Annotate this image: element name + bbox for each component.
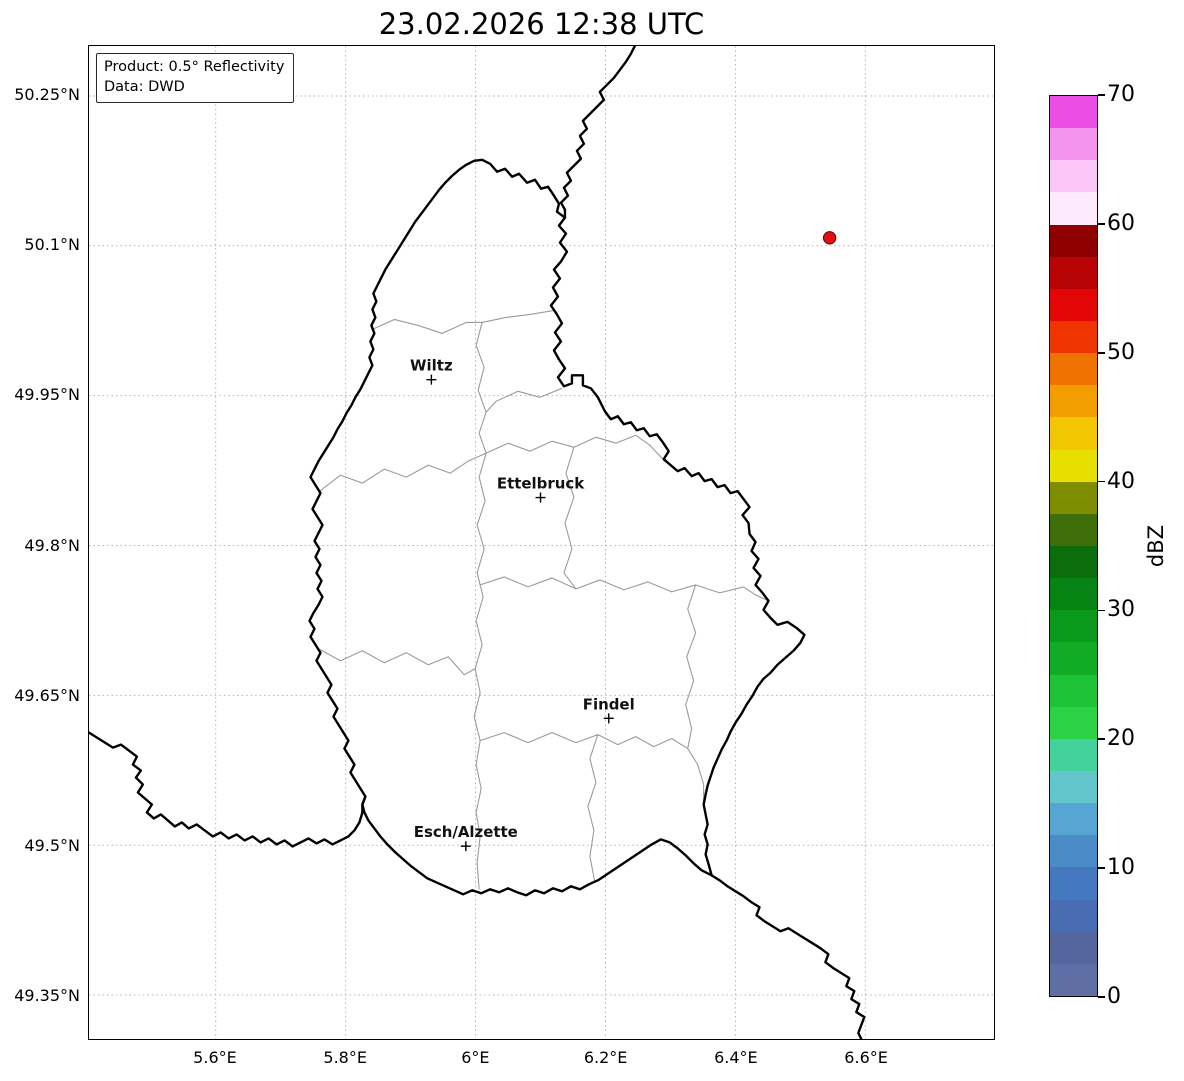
- product-line: Product: 0.5° Reflectivity: [104, 59, 285, 75]
- canton-border: [318, 309, 769, 890]
- colorbar-segment: [1050, 160, 1097, 193]
- map-plot: Wiltz Ettelbruck Findel Esch/Alzette Produc…: [88, 45, 995, 1040]
- longitude-tick-label: 5.6°E: [193, 1048, 237, 1067]
- colorbar-tick: [1098, 94, 1105, 96]
- colorbar-tick-label: 10: [1107, 855, 1135, 881]
- colorbar-segment: [1050, 867, 1097, 900]
- longitude-tick-label: 5.8°E: [323, 1048, 367, 1067]
- colorbar-tick: [1098, 351, 1105, 354]
- colorbar-segment: [1050, 449, 1097, 482]
- city-marker: [460, 841, 471, 852]
- longitude-tick-label: 6°E: [461, 1048, 490, 1067]
- colorbar-tick-label: 50: [1107, 339, 1135, 365]
- city-label: Findel: [583, 695, 635, 713]
- radar-echo-dot: [822, 231, 837, 245]
- colorbar-segment: [1050, 320, 1097, 354]
- longitude-tick-label: 6.6°E: [844, 1048, 888, 1067]
- city-label: Ettelbruck: [497, 475, 585, 493]
- city-label: Wiltz: [410, 357, 453, 375]
- longitude-tick-label: 6.4°E: [714, 1048, 758, 1067]
- colorbar-tick-label: 60: [1107, 210, 1135, 236]
- colorbar-segment: [1050, 899, 1097, 932]
- city-marker: [603, 713, 614, 724]
- colorbar-tick: [1098, 996, 1105, 998]
- country-borders-layer: [89, 46, 866, 1039]
- colorbar: [1049, 95, 1098, 997]
- colorbar-segment: [1050, 706, 1097, 739]
- colorbar-segment: [1050, 288, 1097, 321]
- data-source-line: Data: DWD: [104, 79, 185, 95]
- colorbar-segment: [1050, 803, 1097, 836]
- colorbar-segment: [1050, 256, 1097, 289]
- gridlines-layer: [89, 46, 994, 1039]
- colorbar-segment: [1050, 931, 1097, 964]
- canton-borders-layer: [318, 309, 769, 890]
- latitude-tick-label: 49.35°N: [14, 985, 80, 1005]
- colorbar-segment: [1050, 96, 1097, 129]
- colorbar-tick: [1098, 480, 1105, 483]
- colorbar-segment: [1050, 610, 1097, 643]
- radar-echo-layer: [822, 231, 837, 245]
- colorbar-segment: [1050, 545, 1097, 579]
- longitude-tick-label: 6.2°E: [583, 1048, 628, 1067]
- belgium-germany-border: [559, 46, 636, 219]
- colorbar-label: dBZ: [1144, 524, 1168, 568]
- colorbar-segment: [1050, 481, 1097, 514]
- latitude-tick-label: 50.1°N: [24, 235, 80, 255]
- colorbar-tick-label: 30: [1107, 597, 1135, 623]
- latitude-tick-label: 49.5°N: [24, 835, 80, 855]
- colorbar-segment: [1050, 963, 1097, 996]
- france-belgium-border: [89, 731, 367, 848]
- colorbar-tick: [1098, 867, 1105, 869]
- colorbar-tick-label: 20: [1107, 726, 1135, 752]
- colorbar-segment: [1050, 770, 1097, 804]
- colorbar-tick-label: 70: [1107, 82, 1135, 107]
- colorbar-tick: [1098, 223, 1105, 225]
- cities-layer: Wiltz Ettelbruck Findel Esch/Alzette: [410, 357, 635, 852]
- figure-title: 23.02.2026 12:38 UTC: [378, 7, 705, 41]
- map-canvas: Wiltz Ettelbruck Findel Esch/Alzette: [89, 46, 994, 1039]
- colorbar-segment: [1050, 835, 1097, 868]
- colorbar-segment: [1050, 353, 1097, 386]
- latitude-tick-label: 50.25°N: [14, 85, 80, 105]
- colorbar-segment: [1050, 738, 1097, 771]
- luxembourg-border: [308, 158, 806, 897]
- city-label: Esch/Alzette: [414, 823, 518, 841]
- france-germany-border: [710, 874, 866, 1039]
- latitude-tick-label: 49.95°N: [14, 385, 80, 405]
- product-info-box: Product: 0.5° Reflectivity Data: DWD: [96, 53, 295, 103]
- colorbar-segment: [1050, 224, 1097, 257]
- colorbar-segment: [1050, 513, 1097, 546]
- city-marker: [535, 492, 546, 503]
- colorbar-segment: [1050, 578, 1097, 611]
- colorbar-tick-label: 0: [1107, 984, 1121, 1009]
- colorbar-segment: [1050, 642, 1097, 675]
- colorbar-segment: [1050, 674, 1097, 707]
- colorbar-segment: [1050, 192, 1097, 225]
- colorbar-segment: [1050, 128, 1097, 161]
- colorbar-segment: [1050, 417, 1097, 450]
- colorbar-segment: [1050, 385, 1097, 418]
- latitude-tick-label: 49.65°N: [14, 685, 80, 705]
- city-marker: [426, 374, 437, 385]
- colorbar-tick: [1098, 609, 1105, 612]
- latitude-tick-label: 49.8°N: [24, 535, 80, 555]
- colorbar-tick: [1098, 738, 1105, 741]
- colorbar-tick-label: 40: [1107, 468, 1135, 494]
